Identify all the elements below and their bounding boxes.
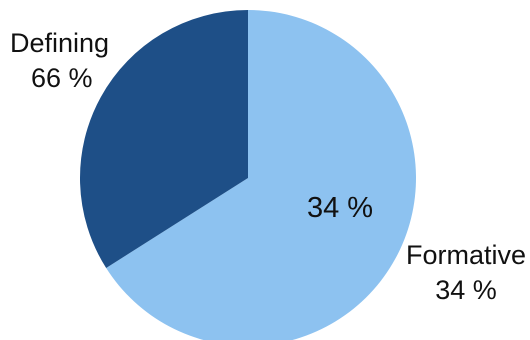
formative-percent-label: 34 % [435, 275, 497, 305]
formative-inner-percent-label: 34 % [307, 192, 373, 224]
defining-percent-label: 66 % [31, 63, 93, 93]
formative-category-label: Formative [406, 240, 526, 270]
defining-category-label: Defining [10, 28, 109, 58]
pie-slices [80, 10, 416, 340]
